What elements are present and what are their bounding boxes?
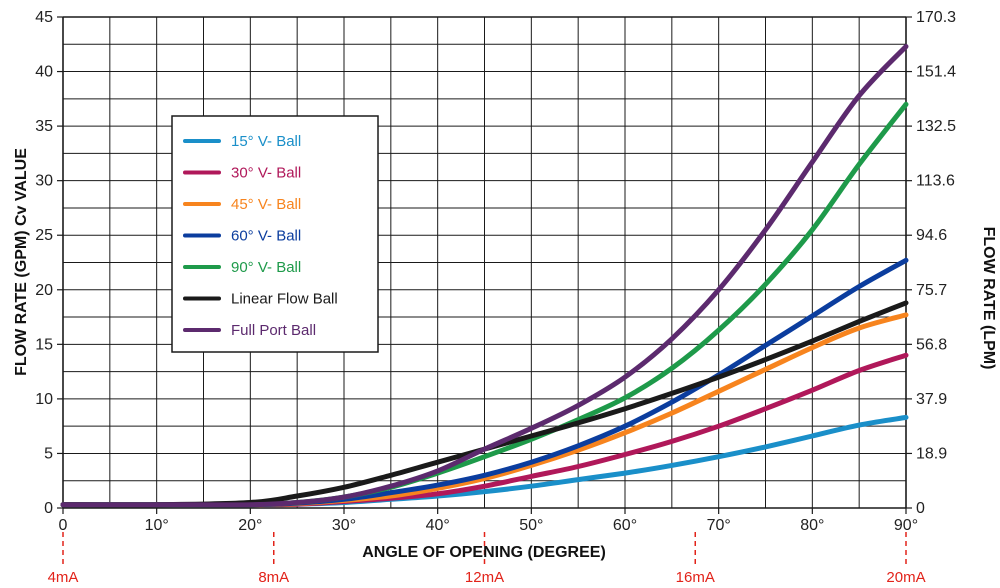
legend-label: 60° V- Ball — [231, 228, 301, 245]
y-tick-label-left: 15 — [35, 336, 53, 353]
ma-marker-label: 4mA — [48, 569, 79, 586]
y-tick-label-right: 37.9 — [916, 391, 947, 408]
y-tick-label-left: 10 — [35, 391, 53, 408]
y-axis-title-left: FLOW RATE (GPM) Cv VALUE — [13, 148, 30, 376]
y-tick-label-right: 0 — [916, 500, 925, 517]
series-line — [60, 44, 909, 508]
legend-label: Linear Flow Ball — [231, 291, 338, 308]
x-tick-label: 50° — [519, 517, 543, 534]
x-tick-label: 90° — [894, 517, 918, 534]
legend-label: 30° V- Ball — [231, 165, 301, 182]
y-tick-label-right: 113.6 — [916, 173, 955, 190]
y-tick-label-right: 18.9 — [916, 445, 947, 462]
x-tick-label: 70° — [707, 517, 731, 534]
x-axis-title: ANGLE OF OPENING (DEGREE) — [362, 544, 606, 561]
ma-marker-label: 8mA — [258, 569, 289, 586]
y-tick-label-right: 94.6 — [916, 227, 947, 244]
tick-labels: 0 10° 20° 30° 40° 50° 60° 70° 80° 90°051015202530… — [35, 9, 956, 534]
y-tick-label-right: 75.7 — [916, 282, 947, 299]
y-tick-label-left: 0 — [44, 500, 53, 517]
legend-label: Full Port Ball — [231, 322, 316, 339]
y-tick-label-right: 170.3 — [916, 9, 956, 26]
series-lines — [60, 44, 909, 508]
y-tick-label-left: 20 — [35, 282, 53, 299]
y-tick-label-right: 132.5 — [916, 118, 956, 135]
x-tick-label: 10° — [145, 517, 169, 534]
y-tick-label-left: 30 — [35, 173, 53, 190]
ma-marker-label: 12mA — [465, 569, 504, 586]
grid — [62, 16, 907, 509]
x-tick-label: 20° — [238, 517, 262, 534]
x-tick-label: 0 — [59, 517, 68, 534]
y-tick-label-left: 25 — [35, 227, 53, 244]
y-tick-label-left: 35 — [35, 118, 53, 135]
y-axis-title-right: FLOW RATE (LPM) — [980, 227, 997, 370]
legend-label: 15° V- Ball — [231, 133, 301, 150]
y-tick-label-left: 5 — [44, 445, 53, 462]
y-tick-label-right: 56.8 — [916, 336, 947, 353]
legend-label: 45° V- Ball — [231, 196, 301, 213]
ma-marker-label: 20mA — [886, 569, 925, 586]
y-tick-label-right: 151.4 — [916, 64, 956, 81]
x-tick-label: 30° — [332, 517, 356, 534]
legend-label: 90° V- Ball — [231, 259, 301, 276]
ma-markers: 4mA 8mA 12mA 16mA 20mA — [48, 532, 926, 586]
y-tick-label-left: 40 — [35, 64, 53, 81]
y-tick-label-left: 45 — [35, 9, 53, 26]
series-line — [60, 300, 909, 508]
x-tick-label: 60° — [613, 517, 637, 534]
x-tick-label: 40° — [426, 517, 450, 534]
ma-marker-label: 16mA — [676, 569, 715, 586]
legend: 15° V- Ball 30° V- Ball 45° V- Ball 60° V- … — [171, 115, 379, 353]
x-tick-label: 80° — [800, 517, 824, 534]
